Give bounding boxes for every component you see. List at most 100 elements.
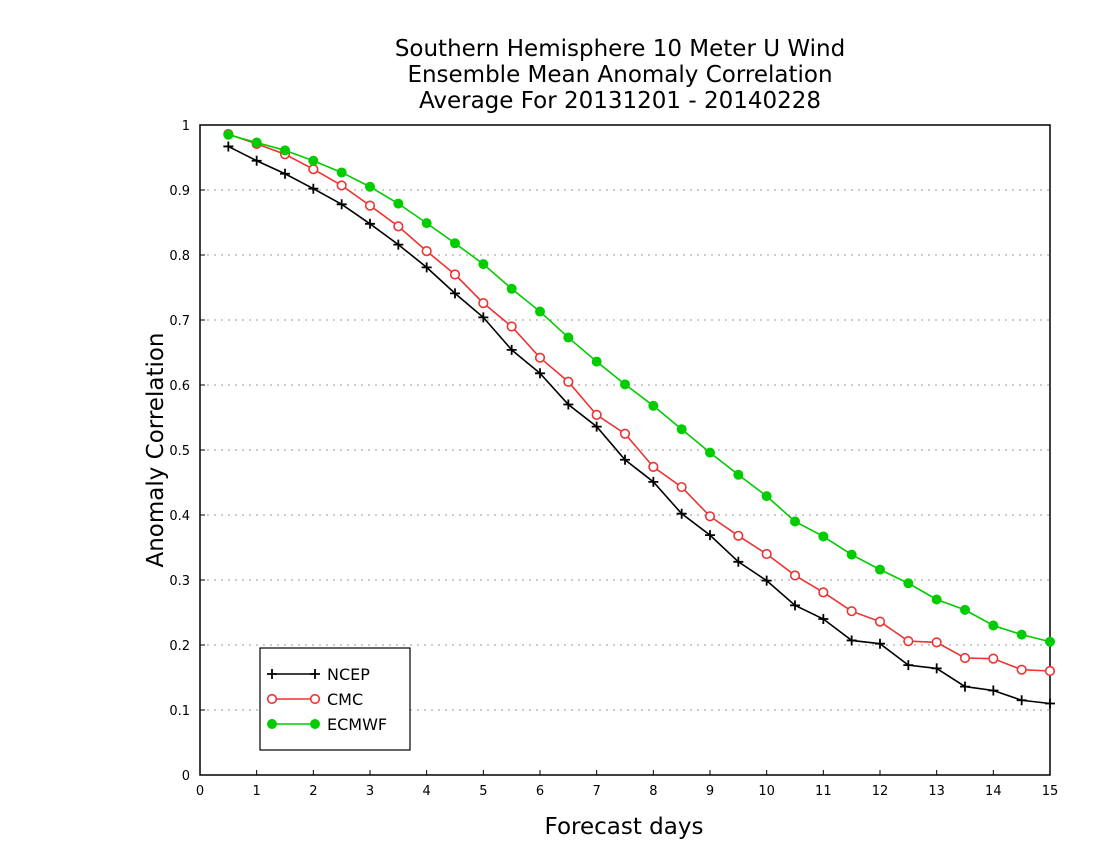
y-tick-label: 0.7 bbox=[169, 314, 190, 329]
data-point-ncep bbox=[903, 660, 914, 671]
data-point-ncep bbox=[535, 368, 545, 379]
data-point-ecmwf bbox=[421, 218, 432, 229]
x-tick-label: 3 bbox=[366, 784, 374, 799]
data-point-ecmwf bbox=[620, 379, 630, 390]
data-point-ecmwf bbox=[790, 516, 800, 527]
data-point-ecmwf bbox=[535, 306, 545, 317]
data-point-ncep bbox=[705, 530, 715, 541]
data-point-ecmwf bbox=[308, 155, 319, 166]
x-tick-label: 12 bbox=[872, 784, 889, 799]
data-point-cmc bbox=[591, 409, 602, 421]
data-point-ncep bbox=[393, 239, 404, 250]
data-point-ncep bbox=[846, 635, 857, 646]
data-point-ecmwf bbox=[365, 181, 375, 192]
data-point-ecmwf bbox=[450, 238, 460, 249]
x-axis: 0 1 2 3 4 5 6 7 8 9 10 11 12 13 14 15 bbox=[196, 770, 1058, 799]
data-point-ecmwf bbox=[478, 259, 489, 270]
data-point-cmc bbox=[733, 530, 744, 541]
data-point-ncep bbox=[450, 288, 460, 299]
data-point-ncep bbox=[563, 399, 574, 410]
data-point-ncep bbox=[506, 344, 517, 355]
x-tick-label: 4 bbox=[423, 784, 431, 799]
x-tick-label: 13 bbox=[928, 784, 945, 799]
data-point-ecmwf bbox=[988, 620, 999, 631]
data-point-ecmwf bbox=[818, 531, 829, 542]
x-tick-label: 7 bbox=[593, 784, 601, 799]
x-tick-label: 0 bbox=[196, 784, 204, 799]
data-point-ncep bbox=[790, 600, 800, 611]
data-point-ncep bbox=[648, 476, 659, 487]
data-point-cmc bbox=[421, 246, 432, 257]
data-point-cmc bbox=[988, 653, 999, 664]
data-point-ecmwf bbox=[591, 356, 602, 367]
data-point-ecmwf bbox=[705, 447, 715, 458]
chart-title-line-2: Ensemble Mean Anomaly Correlation bbox=[407, 62, 833, 88]
y-tick-label: 0.4 bbox=[169, 509, 190, 524]
legend-marker-ncep bbox=[310, 669, 320, 679]
data-point-cmc bbox=[619, 428, 631, 439]
y-tick-label: 0.5 bbox=[169, 444, 190, 459]
data-point-ecmwf bbox=[280, 145, 290, 156]
data-point-ecmwf bbox=[931, 594, 942, 605]
data-point-cmc bbox=[563, 376, 574, 387]
data-point-cmc bbox=[308, 164, 319, 175]
data-point-ncep bbox=[1045, 698, 1055, 709]
legend: NCEP CMC ECMWF bbox=[259, 647, 411, 751]
data-point-ncep bbox=[761, 575, 772, 586]
data-point-cmc bbox=[846, 606, 857, 617]
y-tick-label: 0 bbox=[182, 769, 190, 784]
data-point-ecmwf bbox=[563, 332, 574, 343]
data-point-ncep bbox=[251, 155, 262, 166]
series-ncep bbox=[223, 141, 1055, 709]
data-point-ncep bbox=[931, 663, 942, 674]
chart-title: Southern Hemisphere 10 Meter U Wind Ense… bbox=[330, 36, 910, 114]
y-tick-label: 0.2 bbox=[169, 639, 190, 654]
data-point-ncep bbox=[620, 454, 630, 465]
data-point-cmc bbox=[704, 511, 716, 522]
data-point-cmc bbox=[336, 180, 347, 191]
data-point-ecmwf bbox=[251, 137, 262, 148]
data-point-ecmwf bbox=[223, 129, 234, 140]
data-point-ncep bbox=[223, 141, 234, 152]
legend-marker-cmc bbox=[309, 693, 321, 705]
legend-marker-ecmwf bbox=[310, 719, 320, 729]
data-point-cmc bbox=[1016, 664, 1027, 675]
data-point-ncep bbox=[336, 199, 347, 210]
data-point-ncep bbox=[960, 681, 970, 692]
chart-title-line-1: Southern Hemisphere 10 Meter U Wind bbox=[394, 36, 846, 62]
data-point-ecmwf bbox=[960, 604, 970, 615]
y-tick-label: 0.8 bbox=[169, 249, 190, 264]
data-point-ncep bbox=[1016, 695, 1027, 706]
data-point-ncep bbox=[676, 508, 687, 519]
legend-box bbox=[259, 647, 411, 751]
legend-label-ecmwf: ECMWF bbox=[327, 715, 387, 734]
x-axis-title: Forecast days bbox=[545, 814, 704, 840]
data-point-cmc bbox=[903, 635, 914, 647]
data-point-ncep bbox=[875, 638, 885, 649]
data-point-cmc bbox=[506, 321, 517, 332]
series-line-ecmwf bbox=[228, 133, 1051, 643]
data-point-ncep bbox=[988, 685, 999, 696]
data-point-cmc bbox=[648, 461, 659, 473]
data-point-ecmwf bbox=[733, 469, 744, 480]
x-tick-label: 11 bbox=[815, 784, 832, 799]
data-point-ncep bbox=[280, 168, 290, 179]
legend-item-ecmwf: ECMWF bbox=[267, 715, 387, 734]
x-tick-label: 10 bbox=[758, 784, 775, 799]
data-point-ncep bbox=[818, 614, 829, 624]
data-point-ecmwf bbox=[393, 198, 404, 209]
legend-marker-cmc bbox=[266, 693, 278, 705]
data-point-ecmwf bbox=[903, 578, 914, 589]
data-point-ncep bbox=[421, 262, 432, 273]
legend-marker-ncep bbox=[267, 669, 277, 679]
data-point-ecmwf bbox=[761, 491, 772, 502]
grid bbox=[200, 124, 1050, 711]
data-point-cmc bbox=[393, 221, 404, 232]
data-point-ecmwf bbox=[648, 400, 659, 411]
y-axis: 0 0.1 0.2 0.3 0.4 0.5 0.6 0.7 0.8 0.9 1 bbox=[169, 119, 205, 784]
series-cmc bbox=[223, 129, 1056, 677]
x-tick-label: 15 bbox=[1042, 784, 1059, 799]
data-point-cmc bbox=[478, 298, 489, 309]
legend-item-ncep: NCEP bbox=[267, 665, 370, 684]
